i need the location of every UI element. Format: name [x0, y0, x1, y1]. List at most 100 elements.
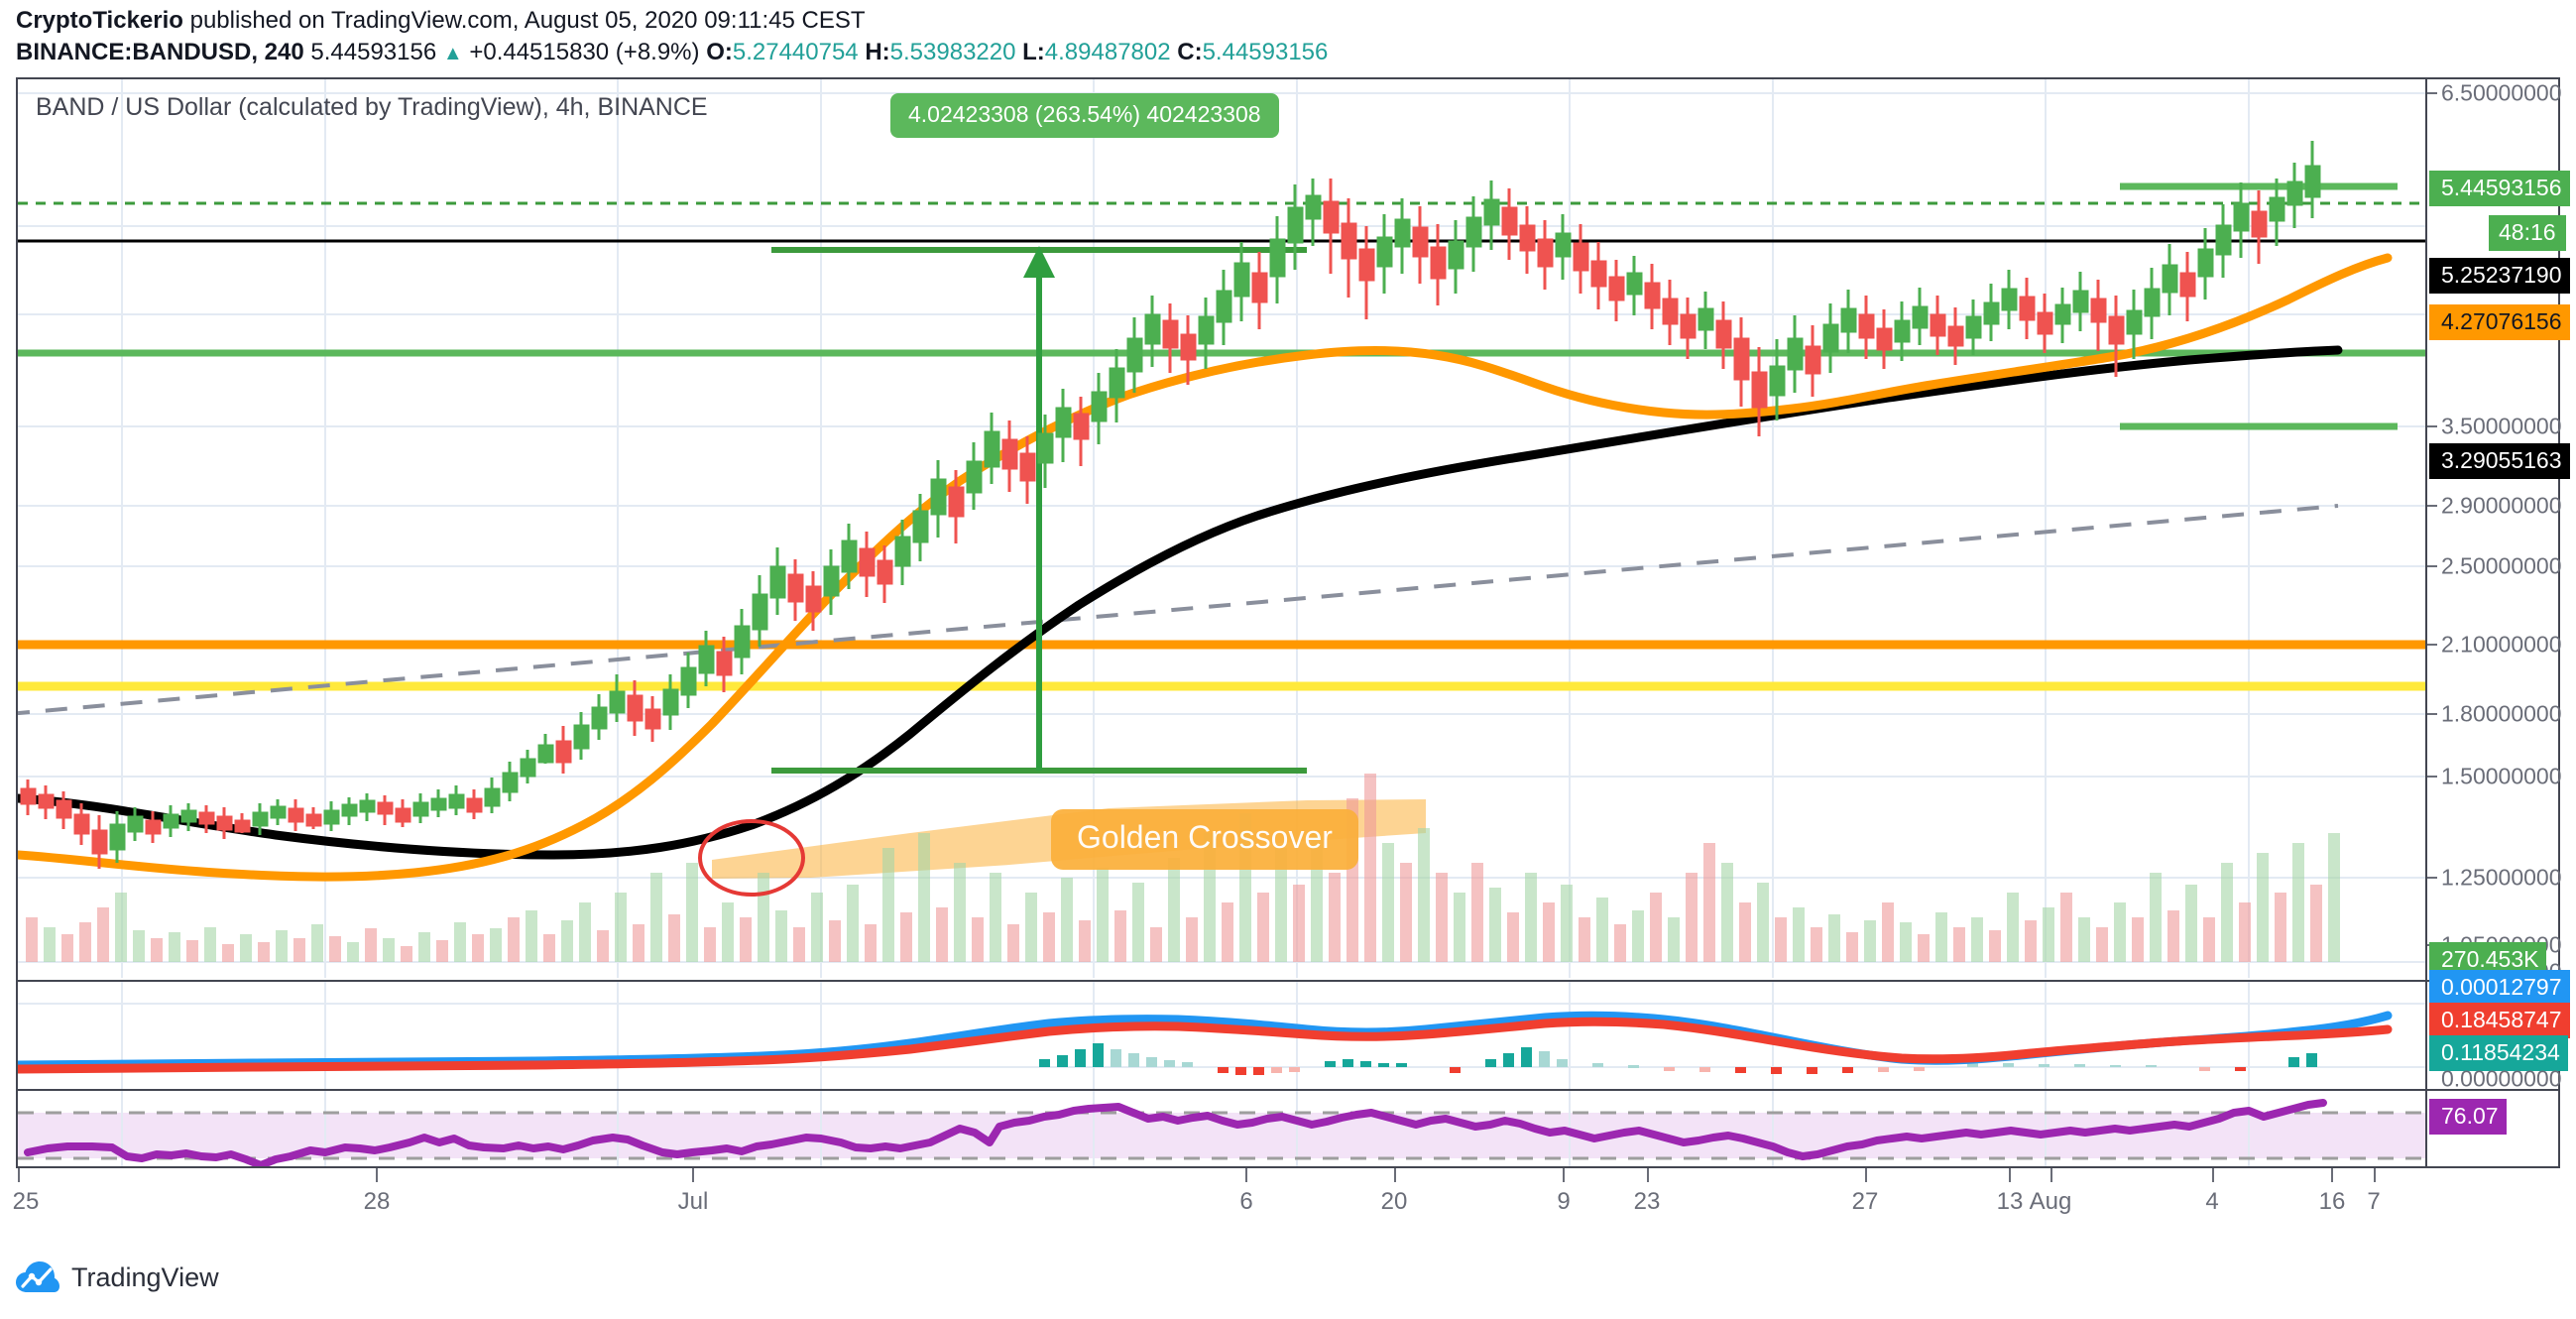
- rsi-value-badge: 76.07: [2429, 1099, 2507, 1135]
- golden-crossover-label: Golden Crossover: [1051, 809, 1358, 870]
- rsi-line: [24, 1099, 2327, 1166]
- time-tick: [2212, 1168, 2214, 1182]
- trendline-dashed: [18, 504, 2339, 716]
- time-tick: [18, 1168, 20, 1182]
- price-tick: [2427, 713, 2437, 715]
- macd-signal-badge: 0.18458747: [2429, 1003, 2570, 1038]
- price-tick: [2427, 505, 2437, 507]
- price-tick: [2427, 92, 2437, 94]
- time-axis-label: 13: [1996, 1188, 2024, 1215]
- chart-title: BAND / US Dollar (calculated by TradingV…: [36, 93, 708, 121]
- level-badge-black-top: 5.25237190: [2429, 258, 2570, 294]
- time-axis-label: 6: [1239, 1188, 1253, 1215]
- time-tick: [2050, 1168, 2052, 1182]
- price-pane[interactable]: BAND / US Dollar (calculated by TradingV…: [18, 79, 2570, 985]
- time-axis[interactable]: 25 28 Jul 6 9 13 16: [12, 1168, 2560, 1228]
- price-tick: [2427, 565, 2437, 567]
- macd-gridlines-vertical: [121, 982, 2250, 1089]
- macd-pane[interactable]: 0.00012797 0.18458747 0.11854234 0.00000…: [18, 970, 2570, 1092]
- close-value: 5.44593156: [1202, 39, 1329, 65]
- macd-histogram: [1039, 1043, 2317, 1075]
- macd-histogram-badge: 0.11854234: [2429, 1035, 2568, 1071]
- price-plot-area[interactable]: 4.02423308 (263.54%) 402423308 Golden Cr…: [18, 79, 2425, 980]
- time-axis-label: 9: [1557, 1188, 1571, 1215]
- tradingview-cloud-logo-icon: [16, 1261, 59, 1293]
- time-axis-label: 25: [12, 1188, 40, 1215]
- chart-frame[interactable]: BAND / US Dollar (calculated by TradingV…: [16, 77, 2570, 1168]
- time-tick: [1394, 1168, 1396, 1182]
- time-axis-second-half[interactable]: 20 23 27 Aug 4 7: [16, 1168, 2560, 1228]
- price-scale-label: 6.50000000: [2441, 79, 2562, 106]
- price-svg: [18, 79, 2425, 978]
- time-tick: [2331, 1168, 2333, 1182]
- time-axis-label: Jul: [677, 1188, 709, 1215]
- symbol-label[interactable]: BINANCE:BANDUSD, 240: [16, 39, 304, 65]
- measure-tooltip: 4.02423308 (263.54%) 402423308: [890, 93, 1279, 138]
- crossover-marker-ellipse: [698, 819, 805, 897]
- macd-plot-area[interactable]: [18, 982, 2425, 1089]
- high-value: 5.53983220: [889, 39, 1016, 65]
- rsi-svg: [18, 1091, 2425, 1166]
- footer-branding[interactable]: TradingView: [16, 1261, 219, 1293]
- last-price-badge: 5.44593156: [2429, 171, 2570, 206]
- open-value: 5.27440754: [732, 39, 859, 65]
- chart-header: CryptoTickerio published on TradingView.…: [16, 6, 2554, 68]
- time-tick: [376, 1168, 378, 1182]
- high-key: H:: [865, 39, 890, 65]
- macd-zero-label: 0.00000000: [2441, 1065, 2562, 1092]
- price-scale-label: 1.50000000: [2441, 763, 2562, 789]
- time-tick: [1647, 1168, 1649, 1182]
- price-scale-label: 2.90000000: [2441, 492, 2562, 519]
- price-tick: [2427, 644, 2437, 646]
- symbol-quote-line: BINANCE:BANDUSD, 240 5.44593156 ▲ +0.445…: [16, 38, 2554, 68]
- time-tick: [1245, 1168, 1247, 1182]
- price-scale-label: 1.25000000: [2441, 864, 2562, 891]
- rsi-scale[interactable]: 76.07: [2425, 1091, 2558, 1166]
- ma-price-badge: 4.27076156: [2429, 304, 2570, 340]
- time-axis-label: 20: [1380, 1188, 1408, 1215]
- close-key: C:: [1177, 39, 1203, 65]
- open-key: O:: [706, 39, 733, 65]
- price-change: +0.44515830 (+8.9%): [469, 39, 700, 65]
- macd-svg: [18, 982, 2425, 1089]
- candlesticks: [20, 141, 2321, 869]
- price-scale-label: 3.50000000: [2441, 413, 2562, 439]
- macd-gridlines: [18, 1003, 2425, 1068]
- countdown-badge: 48:16: [2489, 215, 2566, 251]
- rsi-pane[interactable]: 76.07: [18, 1091, 2558, 1166]
- time-tick: [2009, 1168, 2011, 1182]
- price-tick: [2427, 776, 2437, 778]
- rsi-plot-area[interactable]: [18, 1091, 2425, 1166]
- low-value: 4.89487802: [1044, 39, 1171, 65]
- macd-signal-line-red: [18, 1017, 2393, 1074]
- price-scale-label: 2.10000000: [2441, 631, 2562, 658]
- price-scale[interactable]: 6.50000000 5.44593156 48:16 5.25237190 4…: [2425, 79, 2570, 985]
- price-scale-label: 1.80000000: [2441, 700, 2562, 727]
- time-axis-label: 23: [1633, 1188, 1661, 1215]
- time-axis-labels-right[interactable]: [16, 1168, 2560, 1228]
- rsi-gridlines-vertical: [121, 1091, 2250, 1166]
- ma-slow-black-line: [18, 345, 2343, 860]
- price-tick: [2427, 425, 2437, 427]
- time-axis-label: 28: [363, 1188, 391, 1215]
- time-tick: [692, 1168, 694, 1182]
- publisher-name: CryptoTickerio: [16, 7, 183, 34]
- time-tick: [1865, 1168, 1867, 1182]
- time-tick: [2374, 1168, 2376, 1182]
- time-axis-label: Aug: [2029, 1188, 2072, 1215]
- time-axis-label: 4: [2205, 1188, 2219, 1215]
- macd-line-blue: [18, 1011, 2393, 1070]
- time-tick: [1563, 1168, 1565, 1182]
- price-scale-label: 2.50000000: [2441, 552, 2562, 579]
- time-axis-label: 16: [2318, 1188, 2346, 1215]
- macd-scale[interactable]: 0.00012797 0.18458747 0.11854234 0.00000…: [2425, 970, 2570, 1092]
- triangle-up-icon: ▲: [442, 43, 463, 64]
- price-tick: [2427, 877, 2437, 879]
- low-key: L:: [1022, 39, 1045, 65]
- level-badge-black-support: 3.29055163: [2429, 443, 2570, 479]
- publisher-line: CryptoTickerio published on TradingView.…: [16, 6, 2554, 36]
- measure-tool: [771, 246, 1307, 774]
- time-axis-label: 7: [2367, 1188, 2381, 1215]
- tradingview-wordmark: TradingView: [71, 1261, 219, 1292]
